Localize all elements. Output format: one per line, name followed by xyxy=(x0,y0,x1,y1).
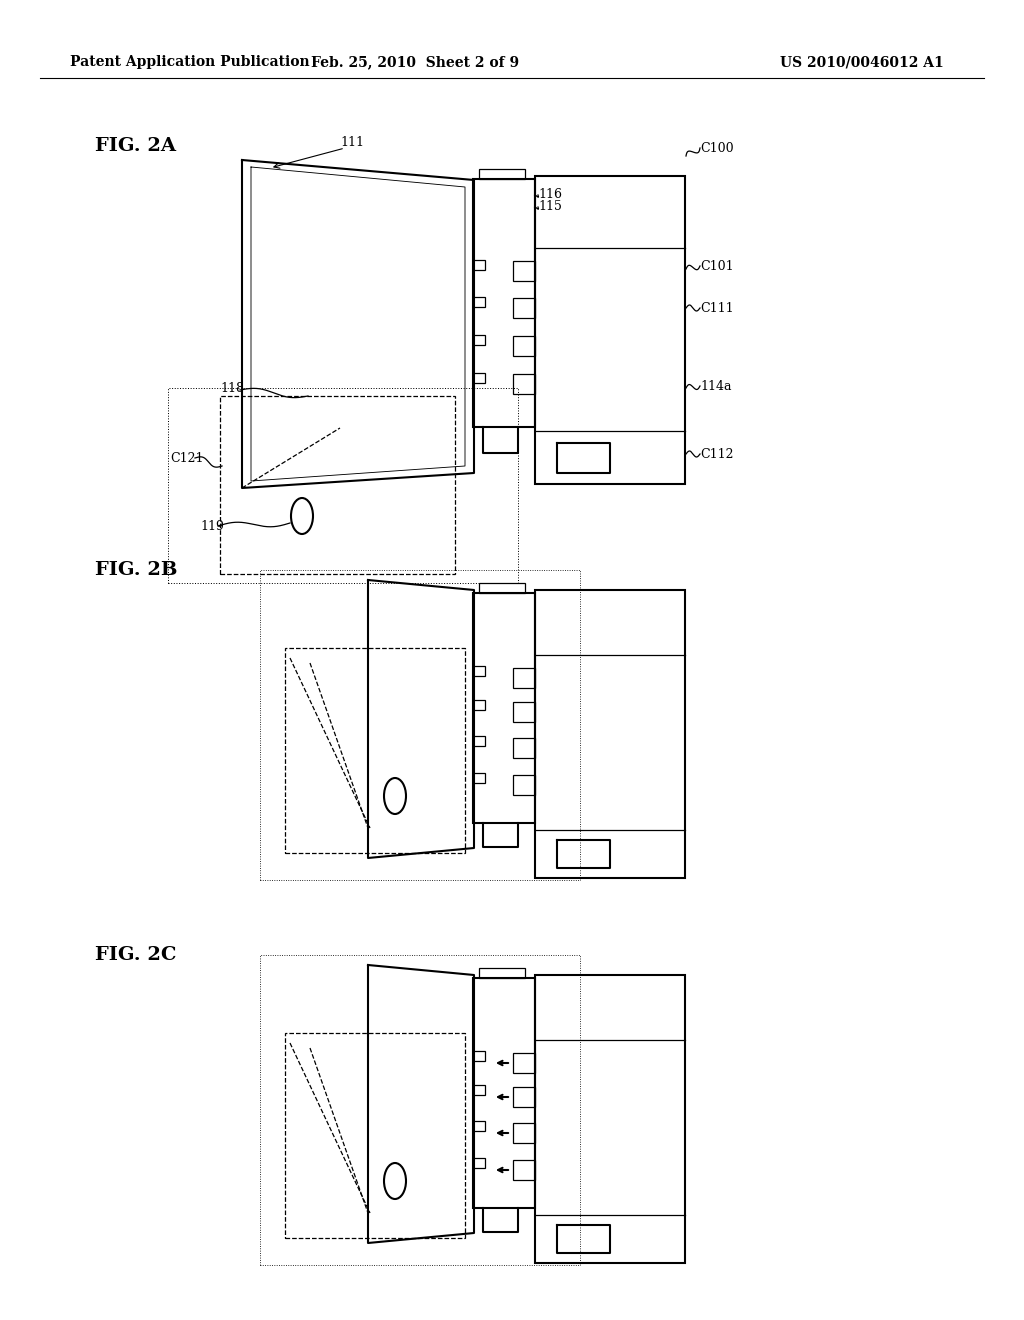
Bar xyxy=(513,738,535,758)
Bar xyxy=(473,374,485,383)
Bar xyxy=(473,180,535,426)
Bar xyxy=(168,388,518,583)
Bar xyxy=(285,1034,465,1238)
Text: 111: 111 xyxy=(340,136,364,149)
Bar xyxy=(473,667,485,676)
Text: 119: 119 xyxy=(200,520,224,532)
Text: 116: 116 xyxy=(538,189,562,202)
Text: US 2010/0046012 A1: US 2010/0046012 A1 xyxy=(780,55,944,69)
Bar xyxy=(513,702,535,722)
Bar xyxy=(473,700,485,710)
Text: FIG. 2A: FIG. 2A xyxy=(95,137,176,154)
Text: C112: C112 xyxy=(700,447,733,461)
Bar xyxy=(473,737,485,746)
Bar xyxy=(473,260,485,271)
Bar xyxy=(513,775,535,795)
Bar xyxy=(513,1053,535,1073)
Bar xyxy=(285,648,465,853)
Bar xyxy=(513,298,535,318)
Bar xyxy=(473,1121,485,1131)
Bar xyxy=(473,335,485,345)
Bar xyxy=(513,1086,535,1107)
Bar xyxy=(473,978,535,1208)
Bar xyxy=(513,337,535,356)
Text: 118: 118 xyxy=(220,381,244,395)
Text: C121: C121 xyxy=(170,451,204,465)
Bar xyxy=(513,1160,535,1180)
Bar xyxy=(260,570,580,880)
Bar xyxy=(513,261,535,281)
Text: C101: C101 xyxy=(700,260,733,272)
Bar xyxy=(535,176,685,484)
Text: FIG. 2B: FIG. 2B xyxy=(95,561,177,579)
Bar xyxy=(513,374,535,393)
Bar xyxy=(473,297,485,308)
Bar xyxy=(535,590,685,878)
Bar xyxy=(260,954,580,1265)
Bar xyxy=(473,1158,485,1168)
Bar xyxy=(479,583,525,593)
Text: C111: C111 xyxy=(700,301,733,314)
Bar xyxy=(473,1051,485,1061)
Bar xyxy=(513,668,535,688)
Text: FIG. 2C: FIG. 2C xyxy=(95,946,176,964)
Text: Feb. 25, 2010  Sheet 2 of 9: Feb. 25, 2010 Sheet 2 of 9 xyxy=(311,55,519,69)
Bar xyxy=(473,1085,485,1096)
Bar xyxy=(479,968,525,978)
Bar xyxy=(473,593,535,822)
Bar xyxy=(473,774,485,783)
Bar xyxy=(535,975,685,1263)
Bar xyxy=(220,396,455,574)
Bar xyxy=(513,1123,535,1143)
Text: Patent Application Publication: Patent Application Publication xyxy=(70,55,309,69)
Text: C100: C100 xyxy=(700,141,733,154)
Bar xyxy=(479,169,525,180)
Text: 115: 115 xyxy=(538,201,562,214)
Text: 114a: 114a xyxy=(700,380,731,392)
